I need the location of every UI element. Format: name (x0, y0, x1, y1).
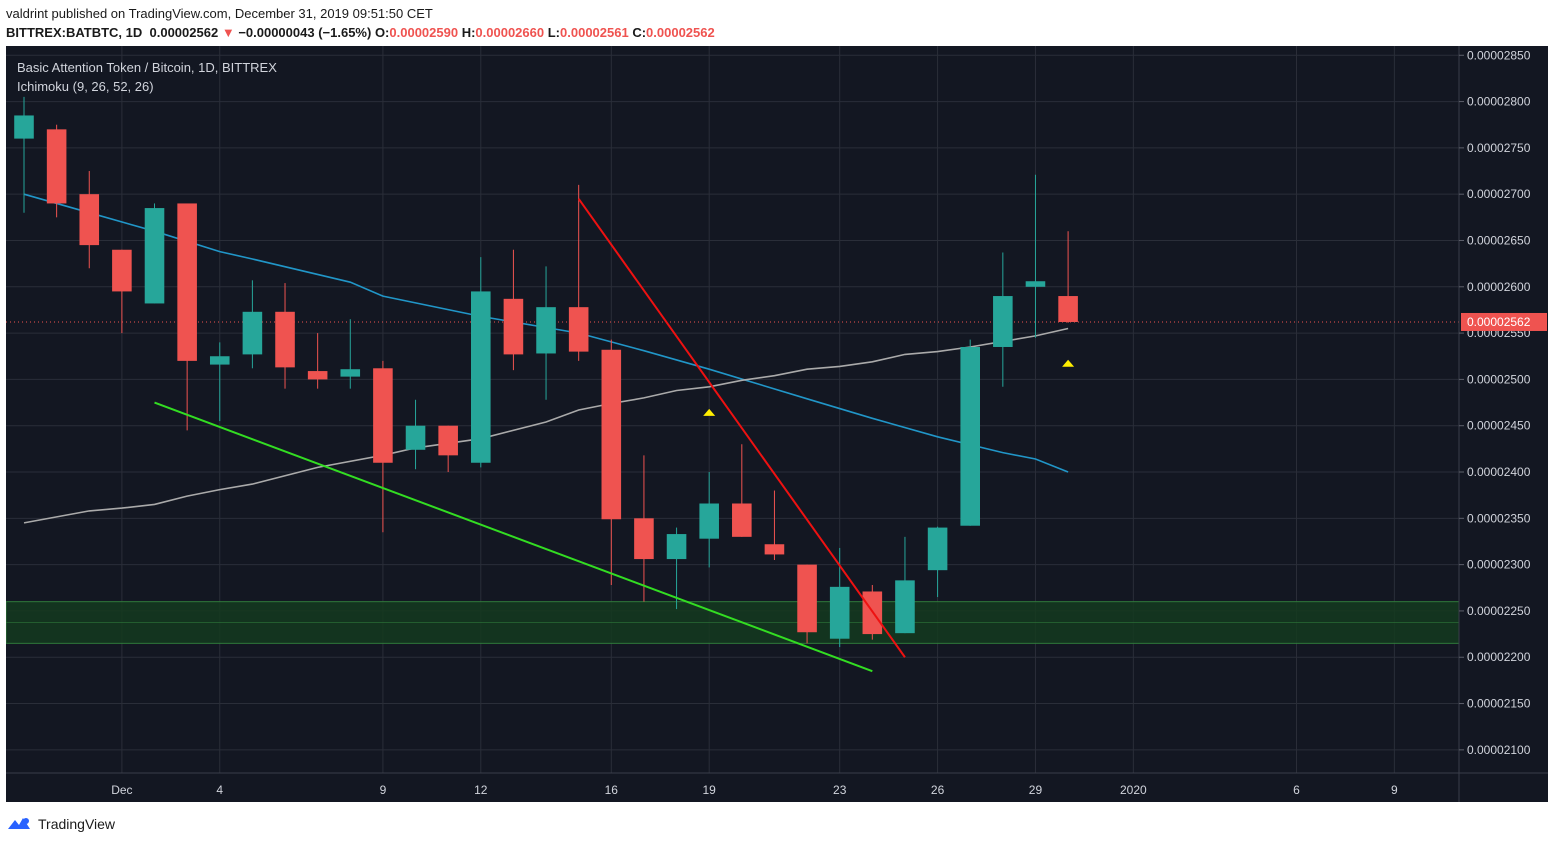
candle-body-down (764, 544, 785, 555)
price-tick-label: 0.00002100 (1467, 743, 1531, 757)
candle-body-up (1025, 281, 1046, 287)
signal-marker (703, 408, 716, 416)
candle-body-down (438, 425, 458, 456)
candle-body-down (503, 298, 524, 355)
candle-body-down (275, 311, 295, 368)
footer: TradingView (6, 814, 115, 834)
candle-body-down (46, 129, 67, 204)
support-zone (5, 601, 1460, 644)
descending-support-line (154, 401, 873, 673)
price-tick-label: 0.00002650 (1467, 233, 1531, 247)
candle-body-up (536, 307, 556, 354)
price-tick-label: 0.00002750 (1467, 141, 1531, 155)
candle-body-up (993, 296, 1013, 347)
ichimoku-lagging-span (23, 327, 1069, 524)
tradingview-logo-icon[interactable] (6, 816, 32, 832)
price-tick-label: 0.00002450 (1467, 419, 1531, 433)
last-price-tag: 0.00002562 (1461, 312, 1547, 331)
last-price: 0.00002562 (149, 25, 219, 40)
price-tick-label: 0.00002200 (1467, 650, 1531, 664)
price-tick-label: 0.00002300 (1467, 558, 1531, 572)
chart-panel[interactable]: 0.00002100 0.00002150 0.00002200 0.00002250… (5, 46, 1548, 802)
time-tick-label: 9 (380, 783, 387, 797)
price-change: −0.00000043 (−1.65%) (238, 25, 372, 40)
candlestick-chart[interactable]: 0.00002100 0.00002150 0.00002200 0.00002250… (5, 46, 1548, 802)
price-tick-label: 0.00002800 (1467, 95, 1531, 109)
candle-body-up (927, 527, 948, 571)
price-tick-label: 0.00002350 (1467, 511, 1531, 525)
price-tick-label: 0.00002250 (1467, 604, 1531, 618)
candle-body-down (307, 371, 328, 380)
last-price-tag-bg (1461, 312, 1547, 331)
signal-marker (1062, 359, 1075, 367)
descending-resistance-line (577, 198, 906, 658)
low-label: L: (547, 25, 561, 40)
time-tick-label: 16 (605, 783, 619, 797)
candle-body-down (373, 368, 393, 463)
candle-body-down (177, 203, 197, 361)
candle-body-up (14, 115, 34, 139)
time-tick-label: 9 (1391, 783, 1398, 797)
time-tick-label: 19 (703, 783, 717, 797)
time-tick-label: 2020 (1120, 783, 1147, 797)
time-tick-label: 6 (1293, 783, 1300, 797)
time-tick-label: 23 (833, 783, 847, 797)
chart-background (6, 46, 1548, 802)
open-value: 0.00002590 (389, 25, 459, 40)
price-tick-label: 0.00002400 (1467, 465, 1531, 479)
candle-body-up (829, 586, 850, 639)
candle-body-up (340, 369, 361, 377)
symbol-info-bar: BITTREX:BATBTC, 1D 0.00002562 ▼ −0.00000… (6, 25, 715, 40)
chart-title: Basic Attention Token / Bitcoin, 1D, BIT… (17, 60, 277, 75)
price-tick-label: 0.00002850 (1467, 48, 1531, 62)
candle-body-down (1058, 296, 1078, 322)
price-tick-label: 0.00002700 (1467, 187, 1531, 201)
time-tick-label: 12 (474, 783, 488, 797)
time-axis[interactable]: Dec 4 9 12 16 19 23 26 29 2020 6 9 (111, 783, 1398, 797)
price-tick-label: 0.00002600 (1467, 280, 1531, 294)
candle-body-up (895, 580, 915, 634)
last-price-tag-label: 0.00002562 (1467, 315, 1531, 329)
high-label: H: (461, 25, 476, 40)
indicator-label[interactable]: Ichimoku (9, 26, 52, 26) (17, 79, 154, 94)
candle-body-down (112, 249, 132, 292)
time-tick-label: 4 (216, 783, 223, 797)
trendlines[interactable] (154, 198, 906, 673)
candle-body-up (699, 503, 719, 539)
candle-body-up (144, 208, 165, 304)
change-arrow-icon: ▼ (221, 25, 235, 40)
low-value: 0.00002561 (560, 25, 629, 40)
candle-body-up (242, 311, 263, 355)
close-label: C: (632, 25, 647, 40)
candle-body-up (405, 425, 426, 450)
candle-body-up (471, 291, 491, 463)
markers (703, 359, 1075, 416)
candle-body-down (732, 503, 752, 537)
open-label: O: (374, 25, 390, 40)
candle-body-down (634, 518, 654, 560)
price-tick-label: 0.00002500 (1467, 372, 1531, 386)
high-value: 0.00002660 (475, 25, 545, 40)
time-tick-label: 29 (1029, 783, 1043, 797)
candle-body-up (666, 534, 687, 560)
time-tick-label: 26 (931, 783, 945, 797)
publish-info: valdrint published on TradingView.com, D… (6, 6, 433, 21)
time-tick-label: Dec (111, 783, 132, 797)
close-value: 0.00002562 (646, 25, 715, 40)
candle-body-down (601, 349, 622, 520)
symbol-name[interactable]: BITTREX:BATBTC, 1D (6, 25, 143, 40)
candle-body-down (568, 307, 589, 352)
tradingview-brand[interactable]: TradingView (38, 816, 116, 832)
candle-body-up (209, 356, 230, 365)
candles (14, 96, 1078, 648)
price-tick-label: 0.00002150 (1467, 697, 1531, 711)
candle-body-up (960, 346, 980, 526)
candle-body-down (79, 194, 100, 246)
candle-body-down (797, 564, 817, 633)
